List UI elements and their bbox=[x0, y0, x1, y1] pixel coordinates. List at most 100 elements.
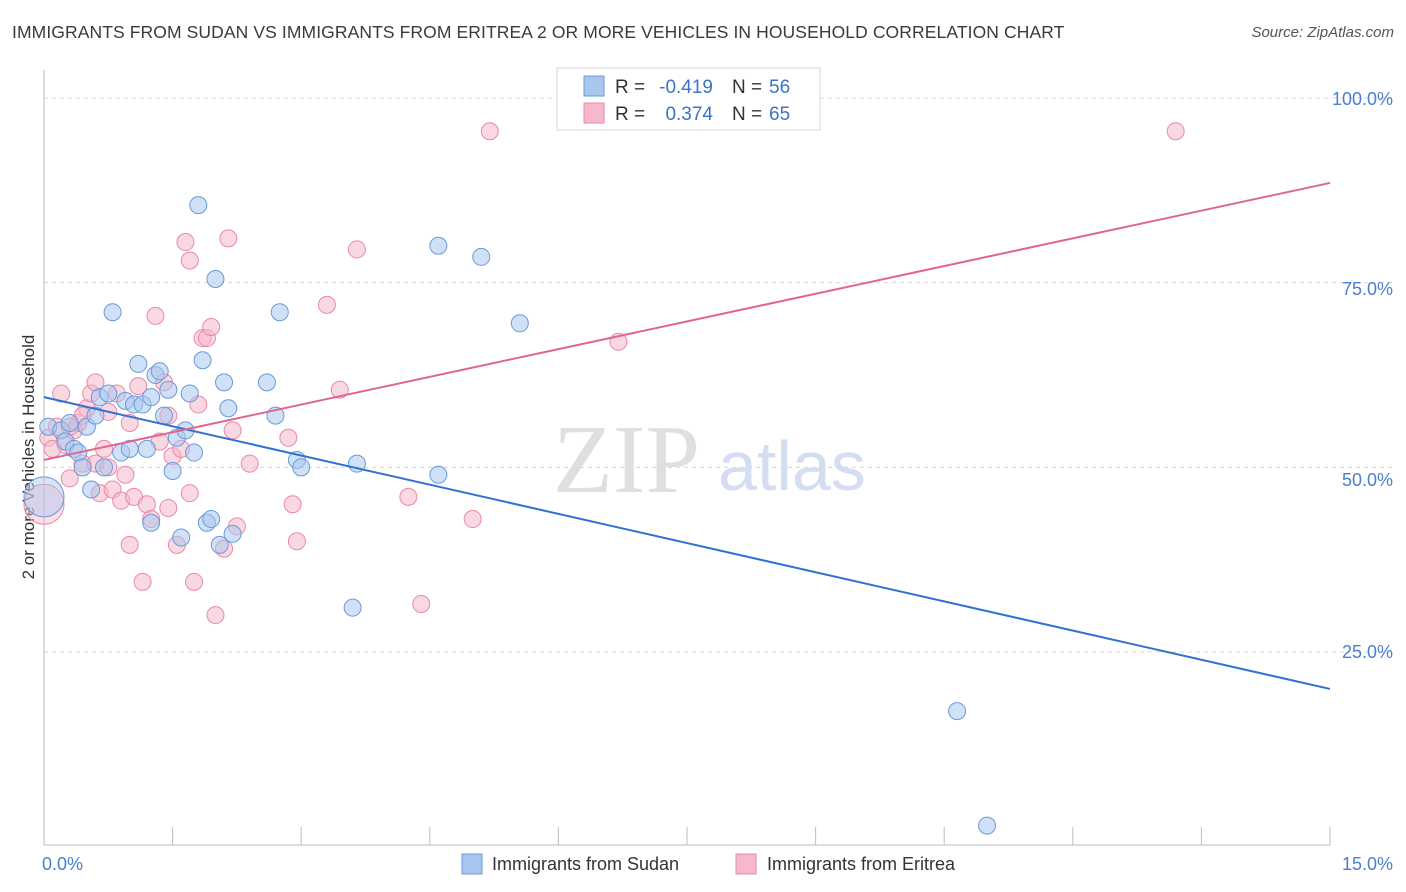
sudan-point bbox=[86, 406, 105, 425]
sudan-point bbox=[129, 354, 148, 373]
gridlines bbox=[44, 97, 1395, 653]
eritrea-point bbox=[480, 122, 499, 141]
sudan-point bbox=[223, 524, 242, 543]
eritrea-point bbox=[330, 380, 349, 399]
sudan-point bbox=[219, 399, 238, 418]
bottom-legend-sudan-label: Immigrants from Sudan bbox=[492, 854, 679, 874]
eritrea-point bbox=[159, 498, 178, 517]
bottom-legend-sudan-swatch bbox=[461, 853, 483, 875]
legend-eritrea-r-label: R = bbox=[615, 104, 645, 125]
eritrea-point bbox=[129, 377, 148, 396]
sudan-point bbox=[82, 480, 101, 499]
sudan-point bbox=[193, 351, 212, 370]
eritrea-point bbox=[463, 510, 482, 529]
x-tick-label-min: 0.0% bbox=[42, 854, 83, 874]
sudan-point bbox=[137, 439, 156, 458]
eritrea-point bbox=[116, 465, 135, 484]
sudan-point bbox=[215, 373, 234, 392]
eritrea-point bbox=[185, 572, 204, 591]
sudan-point bbox=[99, 384, 118, 403]
correlation-legend: R = -0.419 N = 56 R = 0.374 N = 65 bbox=[556, 67, 821, 131]
sudan-point bbox=[150, 362, 169, 381]
sudan-point bbox=[257, 373, 276, 392]
sudan-point bbox=[185, 443, 204, 462]
eritrea-point bbox=[279, 428, 298, 447]
sudan-point bbox=[73, 458, 92, 477]
eritrea-point bbox=[399, 487, 418, 506]
sudan-point bbox=[429, 236, 448, 255]
sudan-point bbox=[155, 406, 174, 425]
sudan-point bbox=[180, 384, 199, 403]
sudan-point bbox=[978, 816, 997, 835]
sudan-point bbox=[23, 476, 65, 518]
sudan-point bbox=[163, 462, 182, 481]
y-tick-label-75: 75.0% bbox=[1342, 279, 1393, 299]
sudan-point bbox=[270, 303, 289, 322]
sudan-point bbox=[159, 380, 178, 399]
series-legend: Immigrants from Sudan Immigrants from Er… bbox=[461, 853, 956, 875]
sudan-point bbox=[142, 513, 161, 532]
eritrea-point bbox=[1166, 122, 1185, 141]
legend-eritrea-r-value: 0.374 bbox=[665, 104, 713, 125]
eritrea-point bbox=[202, 317, 221, 336]
eritrea-point bbox=[120, 414, 139, 433]
y-tick-label-25: 25.0% bbox=[1342, 642, 1393, 662]
sudan-point bbox=[948, 702, 967, 721]
bottom-legend-eritrea-swatch bbox=[735, 853, 757, 875]
eritrea-point bbox=[240, 454, 259, 473]
sudan-point bbox=[189, 196, 208, 215]
eritrea-point bbox=[176, 233, 195, 252]
legend-eritrea-n-label: N = bbox=[732, 104, 762, 125]
eritrea-point bbox=[283, 495, 302, 514]
eritrea-point bbox=[120, 535, 139, 554]
chart-source: Source: ZipAtlas.com bbox=[1251, 24, 1394, 41]
watermark-atlas: atlas bbox=[718, 427, 866, 505]
legend-eritrea-n-value: 65 bbox=[769, 104, 790, 125]
sudan-point bbox=[292, 458, 311, 477]
sudan-point bbox=[172, 528, 191, 547]
chart-title: IMMIGRANTS FROM SUDAN VS IMMIGRANTS FROM… bbox=[12, 22, 1065, 42]
legend-sudan-n-label: N = bbox=[732, 77, 762, 98]
y-axis-label: 2 or more Vehicles in Household bbox=[19, 335, 38, 580]
x-axis-ticks bbox=[43, 827, 1331, 845]
eritrea-point bbox=[347, 240, 366, 259]
sudan-trend-line bbox=[43, 396, 1331, 690]
sudan-point bbox=[429, 465, 448, 484]
legend-sudan-swatch bbox=[583, 75, 605, 97]
sudan-point bbox=[142, 388, 161, 407]
sudan-point bbox=[103, 303, 122, 322]
eritrea-point bbox=[223, 421, 242, 440]
sudan-point bbox=[510, 314, 529, 333]
y-tick-label-50: 50.0% bbox=[1342, 470, 1393, 490]
sudan-point bbox=[206, 269, 225, 288]
sudan-points bbox=[23, 196, 997, 835]
sudan-point bbox=[472, 247, 491, 266]
sudan-point bbox=[202, 510, 221, 529]
eritrea-point bbox=[180, 251, 199, 270]
sudan-point bbox=[60, 414, 79, 433]
sudan-point bbox=[343, 598, 362, 617]
eritrea-trend-line bbox=[43, 181, 1331, 461]
legend-sudan-n-value: 56 bbox=[769, 77, 790, 98]
watermark-zip: ZIP bbox=[553, 406, 700, 514]
watermark: ZIP atlas bbox=[553, 406, 866, 514]
sudan-point bbox=[210, 535, 229, 554]
eritrea-point bbox=[133, 572, 152, 591]
eritrea-point bbox=[317, 295, 336, 314]
eritrea-point bbox=[219, 229, 238, 248]
x-tick-label-max: 15.0% bbox=[1342, 854, 1393, 874]
eritrea-point bbox=[146, 306, 165, 325]
y-tick-label-100: 100.0% bbox=[1332, 89, 1393, 109]
legend-sudan-r-label: R = bbox=[615, 77, 645, 98]
legend-eritrea-swatch bbox=[583, 102, 605, 124]
eritrea-point bbox=[60, 469, 79, 488]
eritrea-point bbox=[206, 606, 225, 625]
eritrea-point bbox=[180, 484, 199, 503]
sudan-point bbox=[95, 458, 114, 477]
bottom-legend-eritrea-label: Immigrants from Eritrea bbox=[767, 854, 956, 874]
legend-sudan-r-value: -0.419 bbox=[659, 77, 713, 98]
eritrea-point bbox=[412, 594, 431, 613]
eritrea-point bbox=[287, 532, 306, 551]
y-tick-labels: 25.0% 50.0% 75.0% 100.0% bbox=[1332, 89, 1393, 662]
